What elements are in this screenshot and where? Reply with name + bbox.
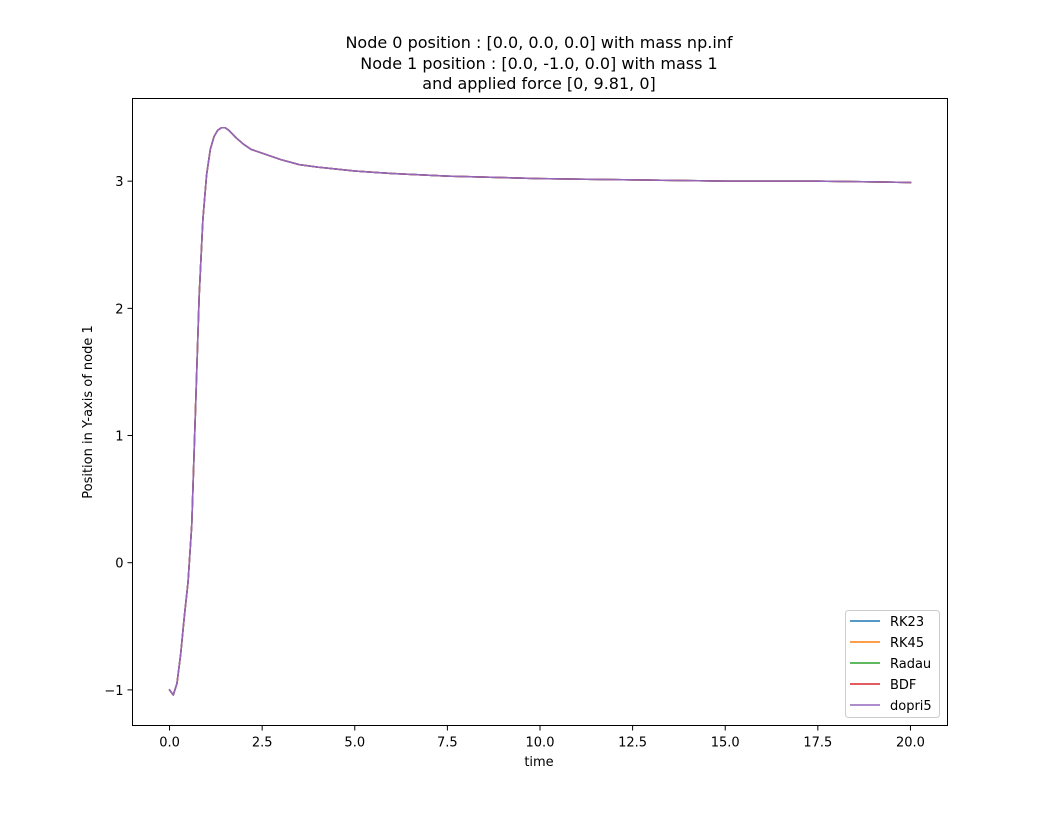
series-layer	[168, 127, 912, 696]
legend-label-dopri5: dopri5	[890, 699, 932, 714]
x-axis-label: time	[524, 755, 553, 770]
y-tick-label: 3	[115, 175, 123, 190]
legend-box	[845, 610, 940, 718]
x-tick-label: 10.0	[526, 736, 555, 751]
y-tick-label: 2	[115, 302, 123, 317]
x-tick-label: 12.5	[618, 736, 647, 751]
legend-label-rk23: RK23	[890, 615, 924, 630]
x-tick-label: 2.5	[252, 736, 273, 751]
y-tick-label: 0	[115, 557, 123, 572]
legend-label-rk45: RK45	[890, 636, 924, 651]
chart-title-line-3: and applied force [0, 9.81, 0]	[422, 74, 655, 93]
y-axis-label: Position in Y-axis of node 1	[81, 325, 96, 499]
x-tick-label: 7.5	[437, 736, 458, 751]
legend: RK23 RK45 Radau BDF dopri5	[845, 610, 940, 718]
chart-title-line-2: Node 1 position : [0.0, -1.0, 0.0] with …	[360, 54, 717, 73]
x-axis-ticks: 0.0 2.5 5.0 7.5 10.0 12.5 15.0 17.5 20.0	[159, 725, 925, 751]
x-tick-label: 15.0	[711, 736, 740, 751]
x-tick-label: 17.5	[803, 736, 832, 751]
legend-label-bdf: BDF	[890, 678, 916, 693]
legend-items: RK23 RK45 Radau BDF dopri5	[850, 615, 932, 714]
y-tick-label: 1	[115, 430, 123, 445]
plot-frame	[132, 98, 948, 726]
y-tick-label: −1	[104, 684, 123, 699]
x-tick-label: 20.0	[896, 736, 925, 751]
series-line-dopri5	[168, 127, 912, 696]
chart-title-line-1: Node 0 position : [0.0, 0.0, 0.0] with m…	[345, 33, 732, 52]
x-tick-label: 5.0	[344, 736, 365, 751]
x-tick-label: 0.0	[159, 736, 180, 751]
legend-label-radau: Radau	[890, 657, 931, 672]
y-axis-ticks: −1 0 1 2 3	[104, 175, 133, 699]
